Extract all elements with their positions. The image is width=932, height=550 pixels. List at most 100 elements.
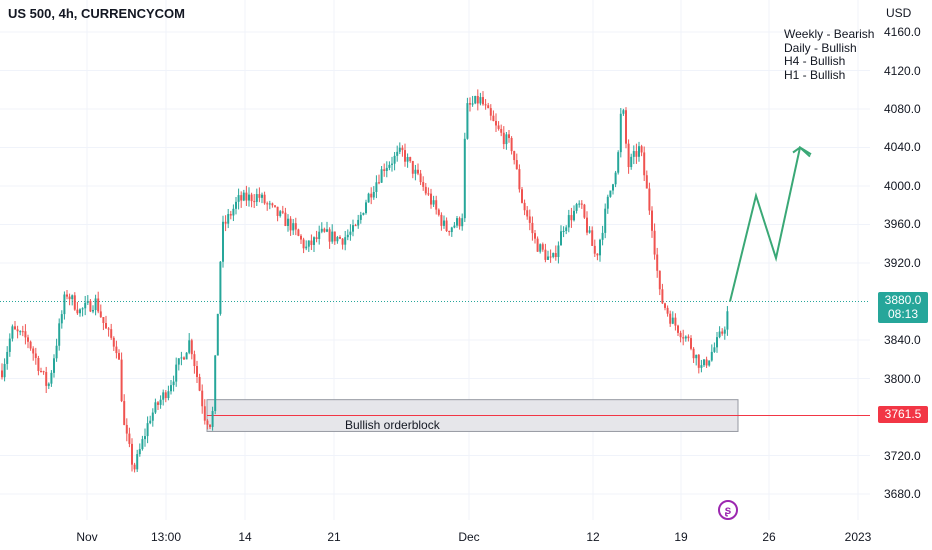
candle-body-222 [578,203,581,205]
candle-body-202 [526,210,529,217]
candle-body-128 [333,231,336,242]
candle-body-62 [162,392,165,400]
y-tick-3960: 3960.0 [884,217,921,231]
candle-body-165 [430,193,432,205]
candle-body-45 [118,353,120,360]
candle-body-25 [66,294,68,297]
current-price-tag: 3880.0 08:13 [878,292,928,323]
candle-body-80 [209,424,211,427]
candle-body-92 [240,195,243,201]
candle-body-266 [692,348,695,359]
candle-body-40 [105,323,107,329]
candle-body-206 [536,238,539,252]
candle-body-258 [671,317,674,324]
candle-body-158 [411,161,414,174]
candle-body-250 [651,210,653,231]
tradingview-logo-icon[interactable]: ʂ [718,500,738,520]
candle-body-275 [716,337,718,348]
candle-body-133 [346,234,349,238]
candle-body-135 [352,225,354,232]
candle-body-213 [554,253,557,258]
candle-body-180 [469,103,471,105]
candle-body-191 [497,125,500,129]
candle-body-65 [170,385,172,392]
candle-body-228 [593,245,596,254]
candle-body-113 [294,223,297,230]
candle-body-77 [201,390,204,407]
candle-body-101 [263,194,266,204]
candle-body-32 [84,302,87,309]
candle-body-209 [544,249,547,260]
candle-body-273 [710,351,713,361]
candle-body-137 [357,219,360,226]
support-level-tag: 3761.5 [878,406,928,423]
candle-body-252 [656,254,659,271]
candle-body-253 [658,270,661,290]
candle-body-279 [726,311,729,330]
candle-body-18 [47,383,50,386]
candle-body-254 [661,289,664,304]
candle-body-183 [476,96,479,104]
candle-body-264 [687,336,690,339]
candle-body-53 [138,449,141,455]
candle-body-7 [19,331,22,333]
candle-body-126 [328,229,331,242]
candle-body-169 [440,214,443,226]
candle-body-70 [183,357,185,360]
candle-body-240 [625,110,627,144]
candle-body-265 [690,338,692,349]
candle-body-241 [627,143,630,168]
candle-body-116 [302,239,305,249]
candle-body-267 [695,354,698,359]
candle-body-12 [32,348,35,354]
candle-body-274 [713,347,716,352]
x-tick-1300: 13:00 [150,530,182,544]
y-tick-4160: 4160.0 [884,25,921,39]
candle-body-111 [289,218,292,231]
candle-body-256 [666,307,669,314]
support-level-value: 3761.5 [884,407,922,421]
candle-body-24 [63,294,66,315]
candle-body-19 [50,372,53,384]
candle-body-2 [6,351,9,364]
candle-body-131 [341,238,344,245]
candle-body-192 [500,128,503,133]
candle-body-69 [180,357,183,359]
candle-body-59 [154,402,157,413]
candle-body-146 [380,169,383,183]
candle-body-68 [177,358,180,365]
candle-body-98 [255,194,258,202]
projection-arrowhead [792,146,811,158]
candle-body-163 [424,186,427,194]
candle-body-30 [79,309,81,314]
y-tick-4120: 4120.0 [884,64,921,78]
candle-body-238 [619,113,622,153]
candle-body-31 [81,308,84,310]
candle-body-29 [76,309,79,314]
candle-body-63 [164,392,167,399]
candle-body-184 [479,97,482,104]
candle-body-39 [102,317,105,324]
candle-body-21 [55,345,58,359]
candle-body-130 [339,237,341,239]
candle-body-208 [541,244,544,250]
candle-body-86 [224,221,227,224]
candle-body-3 [8,338,11,352]
candle-body-220 [573,210,575,221]
candle-body-33 [86,300,89,303]
candle-body-203 [528,216,531,223]
candle-body-181 [471,103,474,105]
candle-body-134 [349,231,352,235]
candle-body-109 [284,212,287,226]
candle-body-150 [391,163,393,165]
candle-body-140 [365,202,367,214]
candle-body-151 [393,155,396,164]
candle-body-144 [375,182,378,192]
candle-body-103 [268,203,271,205]
candle-body-93 [242,192,245,201]
candle-body-121 [315,237,318,239]
candle-body-129 [336,237,339,242]
candle-body-0 [1,370,3,378]
candle-body-154 [401,147,404,151]
